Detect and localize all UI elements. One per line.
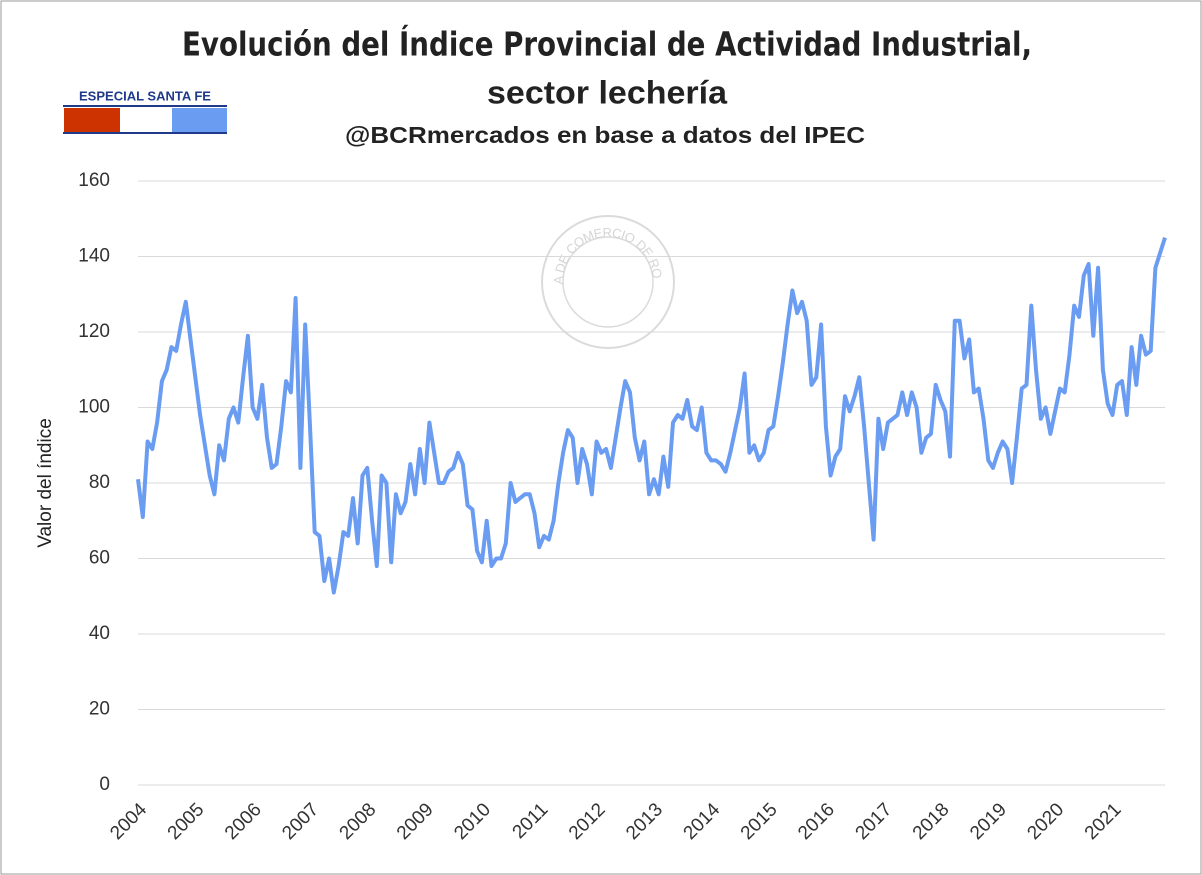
y-tick-label: 100 [78,397,110,418]
y-tick-label: 80 [89,472,110,493]
y-tick-label: 0 [99,774,110,795]
y-tick-label: 140 [78,246,110,267]
y-axis-label: Valor del índice [35,418,56,548]
chart-title: Evolución del Índice Provincial de Activ… [182,24,1032,64]
y-tick-label: 120 [78,321,110,342]
chart-subtitle: @BCRmercados en base a datos del IPEC [345,122,865,148]
badge-text: ESPECIAL SANTA FE [79,88,211,103]
y-tick-label: 60 [89,548,110,569]
y-tick-label: 160 [78,170,110,191]
y-tick-label: 40 [89,623,110,644]
y-tick-label: 20 [89,699,110,720]
badge: ESPECIAL SANTA FE [63,88,227,134]
data-line [136,236,1167,595]
chart-title-line2: sector lechería [487,74,727,110]
